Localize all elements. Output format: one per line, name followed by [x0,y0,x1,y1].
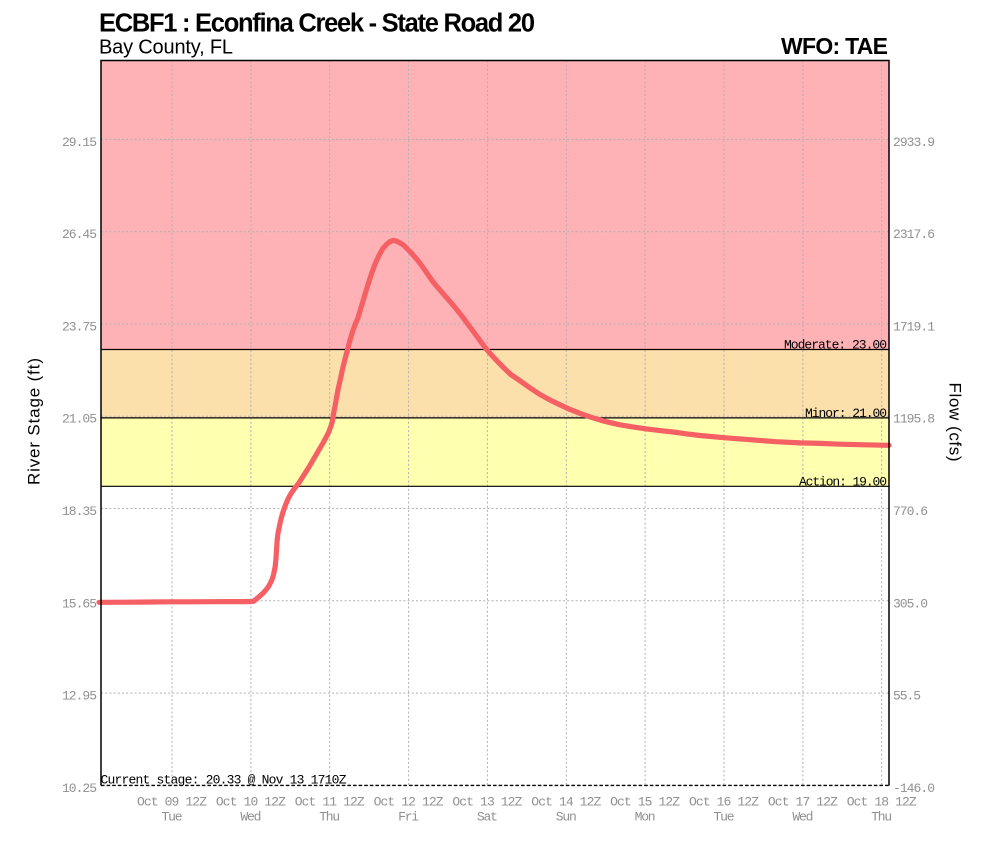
svg-text:ECBF1 : Econfina Creek - State: ECBF1 : Econfina Creek - State Road 20 [99,10,535,38]
svg-text:Sat: Sat [477,810,498,825]
svg-text:-146.0: -146.0 [893,781,935,796]
svg-text:Oct 15 12Z: Oct 15 12Z [610,794,680,809]
svg-text:Oct 13 12Z: Oct 13 12Z [452,794,522,809]
svg-text:Action: 19.00: Action: 19.00 [799,474,887,489]
svg-text:Oct 12 12Z: Oct 12 12Z [374,794,444,809]
svg-text:Wed: Wed [240,810,261,825]
svg-text:River Stage (ft): River Stage (ft) [25,358,44,485]
svg-text:Oct 09 12Z: Oct 09 12Z [137,794,207,809]
svg-text:Wed: Wed [792,810,813,825]
svg-text:21.05: 21.05 [62,412,97,427]
svg-text:Tue: Tue [714,810,735,825]
svg-text:1719.1: 1719.1 [893,320,935,335]
svg-text:Oct 11 12Z: Oct 11 12Z [295,794,365,809]
svg-text:10.25: 10.25 [62,781,97,796]
svg-text:Mon: Mon [635,810,656,825]
svg-text:2933.9: 2933.9 [893,135,935,150]
svg-text:Fri: Fri [398,810,419,825]
svg-text:23.75: 23.75 [62,320,97,335]
svg-text:26.45: 26.45 [62,227,97,242]
svg-text:Moderate: 23.00: Moderate: 23.00 [784,338,887,353]
svg-text:WFO: TAE: WFO: TAE [781,33,888,59]
svg-text:Oct 18 12Z: Oct 18 12Z [847,794,917,809]
svg-text:Minor: 21.00: Minor: 21.00 [805,406,887,421]
svg-text:18.35: 18.35 [62,504,97,519]
svg-text:Oct 16 12Z: Oct 16 12Z [689,794,759,809]
svg-text:770.6: 770.6 [893,504,928,519]
svg-text:Oct 17 12Z: Oct 17 12Z [768,794,838,809]
svg-text:Oct 10 12Z: Oct 10 12Z [216,794,286,809]
svg-text:305.0: 305.0 [893,596,928,611]
svg-text:2317.6: 2317.6 [893,227,935,242]
svg-text:Sun: Sun [556,810,577,825]
svg-text:15.65: 15.65 [62,596,97,611]
svg-text:29.15: 29.15 [62,135,97,150]
svg-text:Bay County, FL: Bay County, FL [99,37,233,59]
svg-text:Current stage: 20.33 @ Nov 13: Current stage: 20.33 @ Nov 13 1710Z [101,772,347,787]
svg-text:Thu: Thu [319,810,340,825]
svg-text:Flow (cfs): Flow (cfs) [946,383,965,462]
svg-text:12.95: 12.95 [62,689,97,704]
svg-text:55.5: 55.5 [893,689,921,704]
svg-text:Tue: Tue [162,810,183,825]
svg-text:1195.8: 1195.8 [893,412,935,427]
svg-text:Thu: Thu [871,810,892,825]
svg-text:Oct 14 12Z: Oct 14 12Z [531,794,601,809]
